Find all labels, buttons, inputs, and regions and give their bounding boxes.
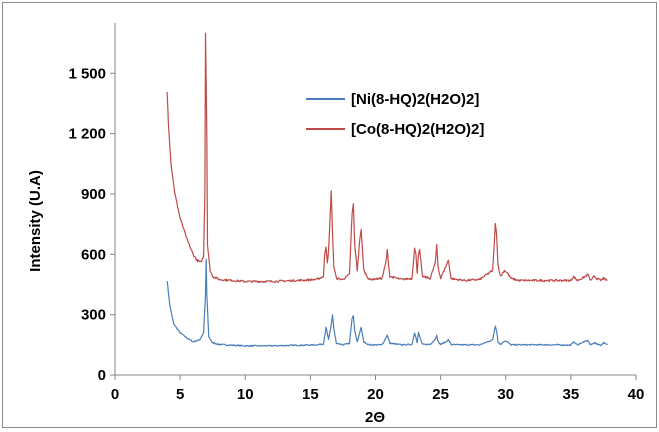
xrd-chart: 0 300 600 900 1 200 1 500 0 5 10 15 20 25 30 35 40 [Ni… bbox=[27, 23, 644, 426]
y-tick-label: 900 bbox=[81, 186, 106, 203]
legend-label: [Co(8-HQ)2(H2O)2] bbox=[351, 121, 484, 138]
series-line-ni bbox=[166, 258, 608, 347]
y-tick-label: 0 bbox=[98, 367, 106, 384]
axes: 0 300 600 900 1 200 1 500 0 5 10 15 20 25 30 35 40 bbox=[68, 23, 644, 403]
x-tick-label: 20 bbox=[367, 386, 384, 403]
x-axis-title: 2Θ bbox=[365, 409, 385, 426]
x-tick-label: 0 bbox=[111, 386, 119, 403]
x-tick-label: 15 bbox=[302, 386, 319, 403]
x-tick-label: 5 bbox=[176, 386, 184, 403]
x-tick-label: 35 bbox=[563, 386, 580, 403]
y-tick-label: 1 500 bbox=[68, 65, 106, 82]
y-axis-title: Intensity (U.A) bbox=[27, 170, 44, 272]
series-line-co bbox=[166, 32, 608, 284]
y-tick-label: 300 bbox=[81, 307, 106, 324]
y-tick-label: 1 200 bbox=[68, 126, 106, 143]
legend-label: [Ni(8-HQ)2(H2O)2] bbox=[351, 91, 479, 108]
legend: [Ni(8-HQ)2(H2O)2] [Co(8-HQ)2(H2O)2] bbox=[306, 91, 484, 138]
x-tick-label: 10 bbox=[237, 386, 254, 403]
x-tick-label: 30 bbox=[497, 386, 514, 403]
y-tick-label: 600 bbox=[81, 246, 106, 263]
x-tick-label: 40 bbox=[628, 386, 645, 403]
x-tick-label: 25 bbox=[432, 386, 449, 403]
series-layer bbox=[166, 32, 608, 347]
